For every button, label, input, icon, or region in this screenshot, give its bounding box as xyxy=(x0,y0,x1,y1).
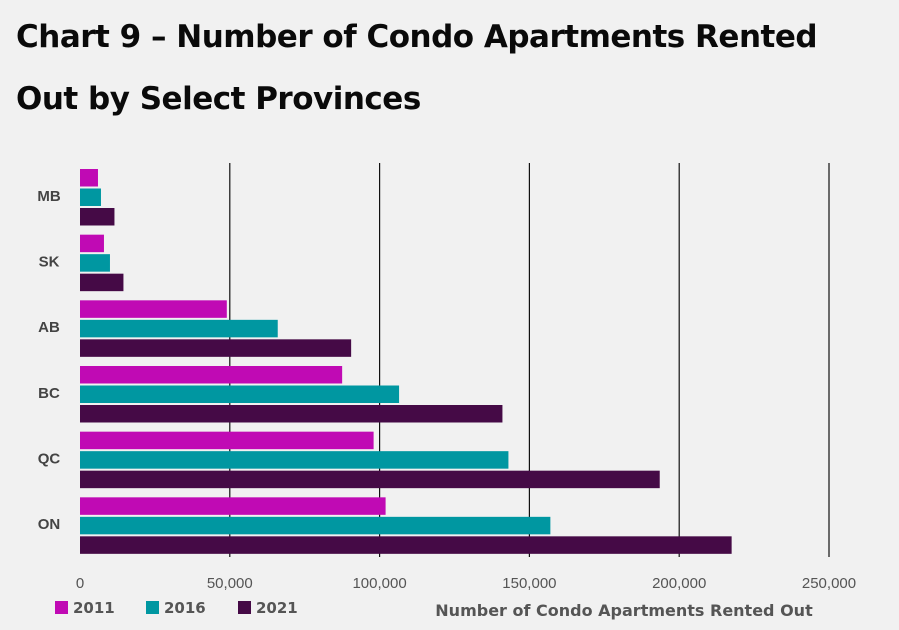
bar-ab-2021 xyxy=(80,339,352,357)
bar-qc-2016 xyxy=(80,451,509,469)
category-label-sk: SK xyxy=(39,254,60,271)
legend-label-2016: 2016 xyxy=(164,599,206,617)
category-label-on: ON xyxy=(38,516,61,533)
x-tick-label-2: 100,000 xyxy=(352,575,406,592)
bar-on-2021 xyxy=(80,536,732,554)
x-tick-label-4: 200,000 xyxy=(652,575,706,592)
category-label-qc: QC xyxy=(38,451,61,468)
bar-bc-2011 xyxy=(80,366,343,384)
bar-ab-2016 xyxy=(80,319,278,338)
x-tick-label-1: 50,000 xyxy=(207,575,253,592)
bar-on-2016 xyxy=(80,516,551,535)
bar-mb-2011 xyxy=(80,169,98,187)
bar-sk-2021 xyxy=(80,273,124,292)
bar-bc-2021 xyxy=(80,405,503,423)
chart-title: Chart 9 – Number of Condo Apartments Ren… xyxy=(16,19,818,117)
legend-swatch-2011 xyxy=(55,601,68,614)
legend-swatch-2021 xyxy=(238,601,251,614)
category-label-ab: AB xyxy=(38,319,60,336)
bar-sk-2011 xyxy=(80,234,104,253)
bar-bc-2016 xyxy=(80,385,400,403)
legend-label-2011: 2011 xyxy=(73,599,115,617)
legend-swatch-2016 xyxy=(146,601,159,614)
x-axis-label: Number of Condo Apartments Rented Out xyxy=(435,601,813,620)
bar-mb-2021 xyxy=(80,208,115,226)
bar-mb-2016 xyxy=(80,188,101,206)
bar-ab-2011 xyxy=(80,300,227,318)
bar-qc-2011 xyxy=(80,431,374,450)
x-tick-label-0: 0 xyxy=(76,575,84,592)
x-tick-label-3: 150,000 xyxy=(502,575,556,592)
bar-sk-2016 xyxy=(80,254,110,272)
category-label-bc: BC xyxy=(38,385,60,402)
bar-qc-2021 xyxy=(80,470,660,489)
category-label-mb: MB xyxy=(37,188,60,205)
x-tick-label-5: 250,000 xyxy=(802,575,856,592)
legend-label-2021: 2021 xyxy=(256,599,298,617)
bar-on-2011 xyxy=(80,497,386,515)
